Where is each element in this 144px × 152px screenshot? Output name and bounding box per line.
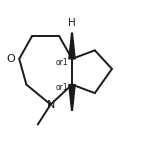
Text: or1: or1 <box>56 83 68 92</box>
Polygon shape <box>69 85 75 110</box>
Text: N: N <box>46 100 55 110</box>
Polygon shape <box>69 33 75 59</box>
Text: or1: or1 <box>56 58 68 67</box>
Text: O: O <box>6 54 15 64</box>
Text: H: H <box>68 18 76 28</box>
